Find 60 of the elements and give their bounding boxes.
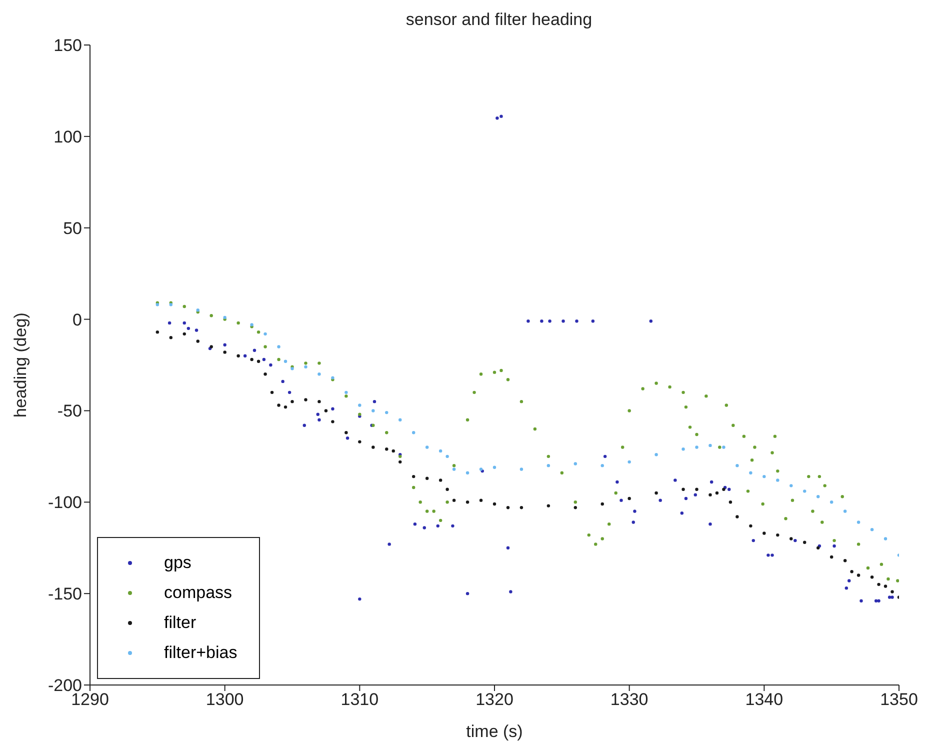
y-tick-label: 100 (54, 127, 82, 146)
y-tick-label: -100 (48, 493, 82, 512)
point (284, 360, 288, 363)
point (816, 495, 820, 498)
chart-title: sensor and filter heading (404, 10, 594, 30)
legend-label: filter (164, 613, 196, 633)
point (870, 528, 874, 532)
point (749, 471, 752, 474)
x-tick-label: 1300 (206, 690, 244, 710)
point (344, 390, 348, 394)
point (736, 464, 739, 468)
x-tick-label: 1350 (880, 690, 918, 710)
point (856, 520, 860, 524)
legend-label: filter+bias (164, 643, 238, 663)
point (776, 478, 780, 482)
point (628, 460, 631, 464)
point (682, 448, 685, 451)
x-tick-label: 1310 (340, 690, 379, 710)
y-tick-label: 50 (63, 218, 82, 238)
point (803, 490, 806, 493)
point (452, 468, 456, 471)
x-axis-title: time (s) (466, 722, 523, 741)
point (843, 510, 847, 513)
y-tick-label: 0 (72, 310, 82, 330)
x-tick-label: 1290 (71, 690, 109, 710)
legend-label: compass (164, 583, 232, 603)
point (520, 468, 524, 471)
y-tick-label: 150 (54, 36, 82, 56)
point (438, 449, 442, 453)
point (398, 418, 402, 422)
point (654, 453, 658, 456)
point (425, 446, 429, 449)
point (695, 446, 698, 449)
point (412, 431, 416, 434)
x-tick-label: 1320 (476, 690, 514, 710)
point (790, 484, 793, 488)
point (600, 464, 604, 468)
point (884, 537, 888, 540)
point (277, 345, 280, 348)
legend-label: gps (164, 553, 192, 573)
x-tick-label: 1330 (610, 690, 648, 710)
point (574, 462, 577, 466)
point (372, 409, 375, 412)
y-tick-label: -50 (57, 402, 82, 421)
point (708, 444, 712, 448)
y-axis-title: heading (deg) (11, 312, 30, 418)
point (385, 410, 388, 414)
point (304, 365, 308, 368)
x-tick-label: 1340 (745, 690, 784, 710)
point (358, 404, 362, 407)
point (722, 446, 726, 449)
point (446, 454, 449, 458)
y-tick-label: -150 (48, 584, 82, 604)
point (264, 332, 267, 336)
point (830, 500, 834, 504)
point (492, 466, 496, 469)
point (762, 474, 766, 478)
point (466, 471, 470, 474)
point (546, 464, 550, 468)
point (318, 372, 321, 376)
